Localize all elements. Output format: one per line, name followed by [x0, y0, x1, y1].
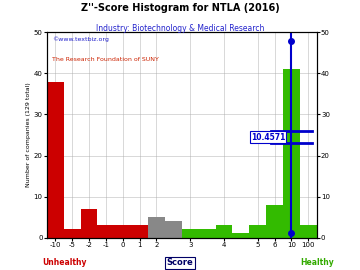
Y-axis label: Number of companies (129 total): Number of companies (129 total)	[26, 83, 31, 187]
Text: 10.4571: 10.4571	[251, 133, 285, 141]
Bar	[182, 230, 199, 238]
Text: Healthy: Healthy	[300, 258, 334, 267]
Bar	[233, 234, 249, 238]
Bar	[64, 230, 81, 238]
Bar	[98, 225, 114, 238]
Bar	[131, 225, 148, 238]
Bar	[47, 82, 64, 238]
Bar	[165, 221, 182, 238]
Bar	[114, 225, 131, 238]
Bar	[283, 69, 300, 238]
Bar	[199, 230, 216, 238]
Text: The Research Foundation of SUNY: The Research Foundation of SUNY	[52, 57, 159, 62]
Bar	[148, 217, 165, 238]
Bar	[266, 205, 283, 238]
Text: Score: Score	[167, 258, 193, 267]
Text: Unhealthy: Unhealthy	[42, 258, 87, 267]
Text: Z''-Score Histogram for NTLA (2016): Z''-Score Histogram for NTLA (2016)	[81, 3, 279, 13]
Bar	[81, 209, 98, 238]
Bar	[249, 225, 266, 238]
Text: ©www.textbiz.org: ©www.textbiz.org	[52, 36, 109, 42]
Bar	[300, 225, 317, 238]
Text: Industry: Biotechnology & Medical Research: Industry: Biotechnology & Medical Resear…	[96, 24, 264, 33]
Bar	[216, 225, 233, 238]
